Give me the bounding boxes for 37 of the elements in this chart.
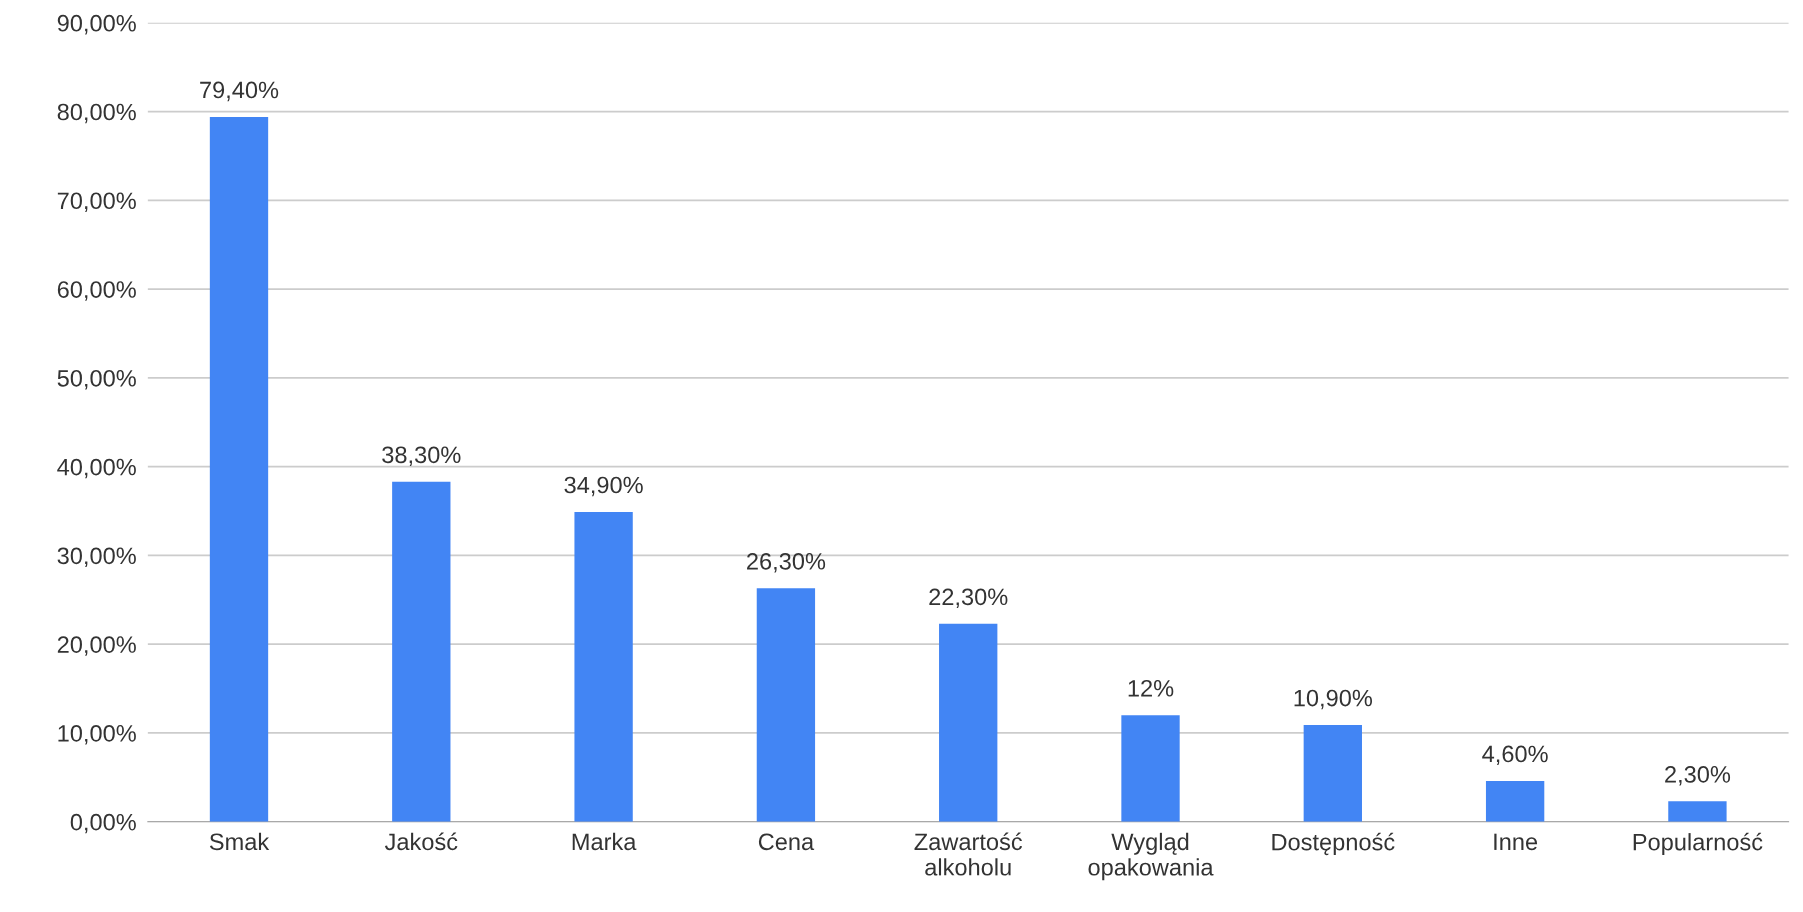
- y-tick-label: 20,00%: [57, 636, 136, 656]
- bar: [209, 116, 269, 822]
- x-tick-label: Marka: [572, 832, 637, 851]
- data-label: 38,30%: [382, 446, 461, 466]
- y-tick-label: 10,00%: [58, 725, 136, 745]
- y-tick-label: 80,00%: [57, 103, 136, 124]
- data-label: 10,90%: [1294, 689, 1373, 710]
- bar: [939, 623, 998, 822]
- x-tick-label: Jakość: [384, 832, 458, 851]
- bar: [1668, 801, 1727, 822]
- x-tick-label: Dostępność: [1272, 832, 1395, 856]
- x-tick-label: Popularność: [1633, 832, 1763, 856]
- bar: [1485, 780, 1545, 822]
- x-tick-label: Cena: [758, 833, 815, 851]
- y-tick-label: 70,00%: [57, 192, 136, 212]
- data-label: 26,30%: [747, 552, 826, 573]
- x-tick-label: Smak: [209, 832, 270, 851]
- y-tick-label: 0,00%: [70, 813, 136, 834]
- x-tick-label: Wygląd opakowania: [1088, 832, 1214, 881]
- x-tick-label: Inne: [1494, 833, 1538, 851]
- y-tick-label: 30,00%: [57, 547, 136, 567]
- y-tick-label: 40,00%: [57, 458, 136, 479]
- data-label: 12%: [1128, 679, 1174, 697]
- data-label: 2,30%: [1665, 766, 1731, 786]
- data-label: 34,90%: [564, 476, 643, 497]
- data-label: 4,60%: [1482, 745, 1548, 766]
- data-label: 22,30%: [929, 588, 1008, 608]
- bar: [574, 511, 633, 822]
- x-tick-label: Zawartość alkoholu: [914, 832, 1023, 876]
- bar: [392, 481, 451, 822]
- bar: [756, 588, 816, 822]
- y-tick-label: 50,00%: [57, 369, 136, 390]
- bar: [1303, 724, 1362, 822]
- y-tick-label: 90,00%: [57, 14, 136, 35]
- y-tick-label: 60,00%: [57, 281, 136, 301]
- bar: [1121, 715, 1180, 822]
- data-label: 79,40%: [200, 81, 279, 102]
